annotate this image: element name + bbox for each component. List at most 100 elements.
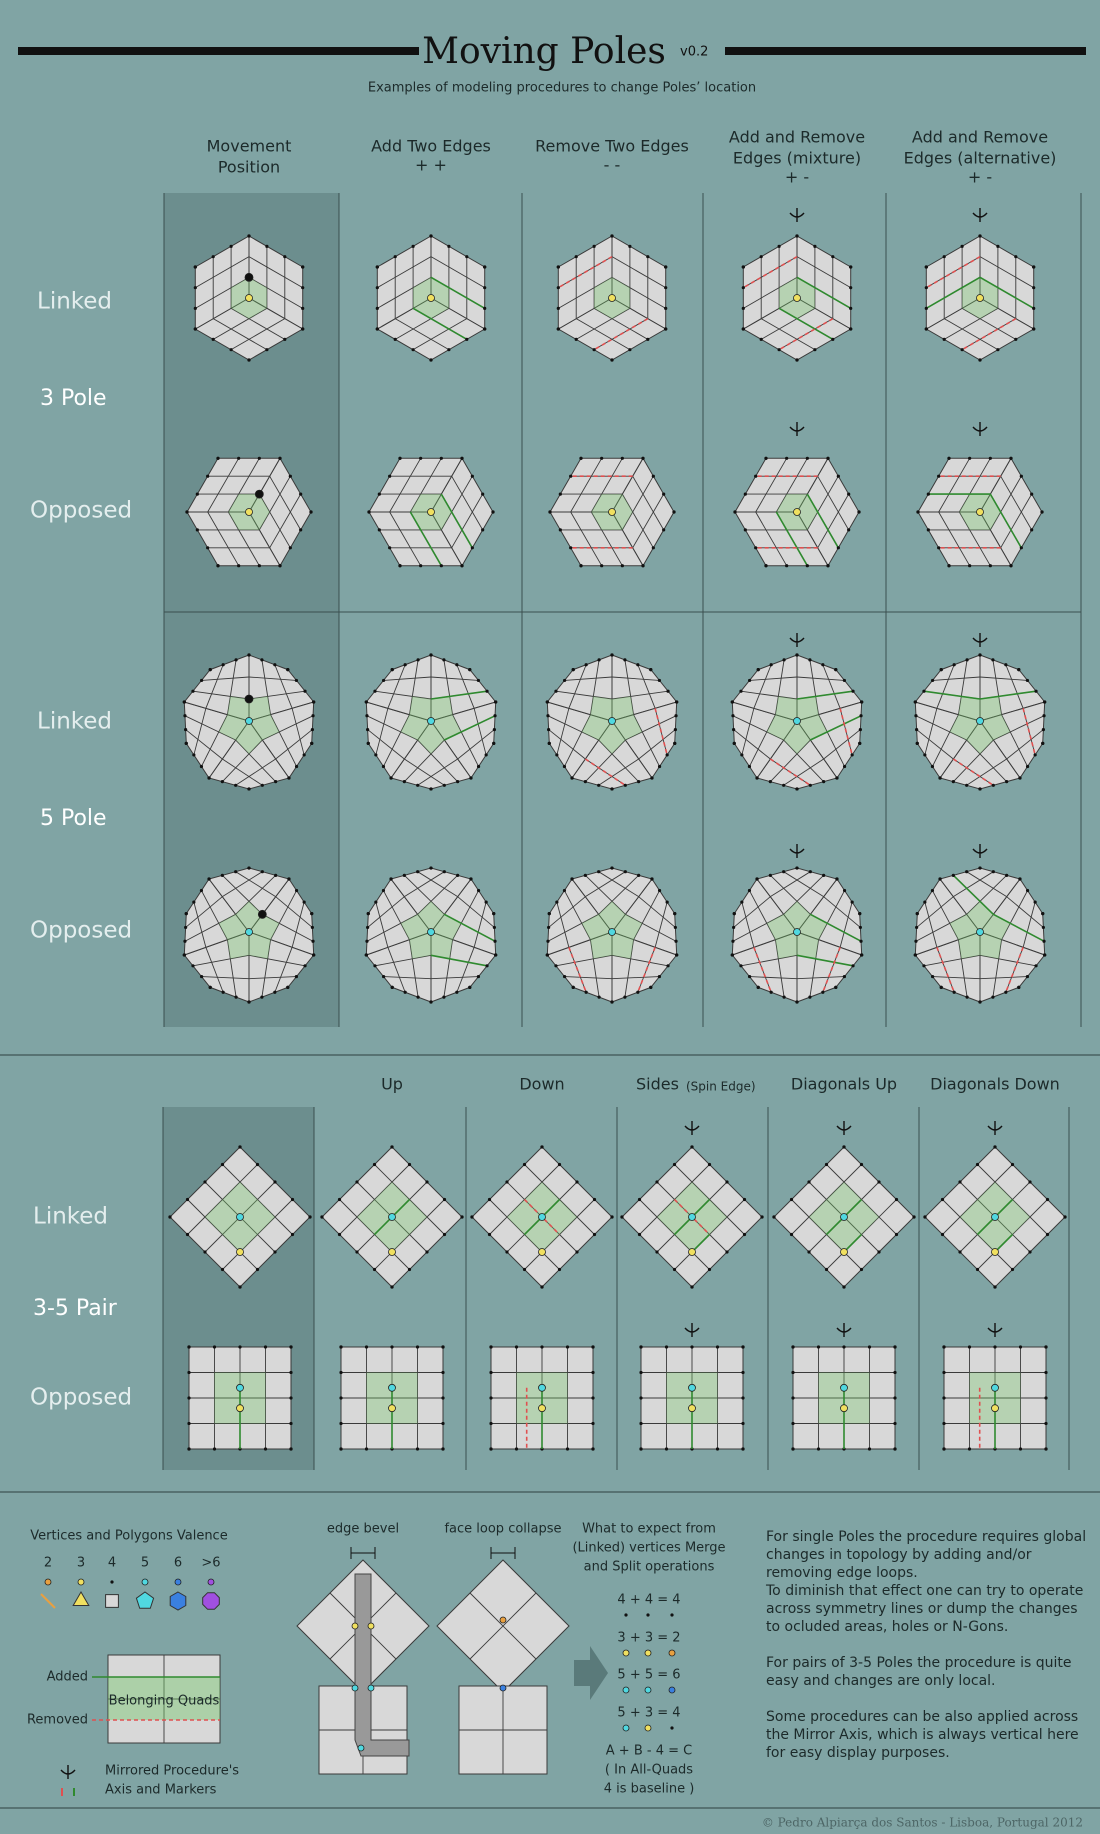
column-header: Down	[519, 1075, 564, 1094]
vertex	[1032, 327, 1036, 331]
mesh-edge	[457, 896, 495, 928]
vertex	[732, 727, 736, 732]
vertex	[366, 912, 370, 916]
vertex	[220, 873, 224, 877]
vertex	[795, 1000, 799, 1004]
mesh-edge	[961, 307, 1017, 340]
mesh-edge	[185, 729, 223, 760]
mesh-edge	[430, 676, 479, 681]
vertex	[303, 964, 307, 968]
vertex	[782, 995, 786, 999]
vertex	[732, 912, 736, 916]
vertex	[419, 456, 423, 460]
vertex	[554, 689, 558, 693]
vertex	[260, 995, 264, 999]
vertex	[1044, 1396, 1048, 1400]
vertex	[1009, 564, 1013, 568]
added-edge	[412, 307, 468, 341]
vertex	[1025, 764, 1030, 769]
vertex	[673, 727, 677, 732]
mesh-edge	[992, 939, 1003, 998]
vertex	[312, 953, 316, 957]
vertex	[741, 1370, 745, 1375]
vertex	[991, 1213, 999, 1221]
mesh-edge	[632, 475, 665, 531]
vertex	[439, 564, 443, 568]
vertex	[591, 1370, 595, 1375]
mesh-edge	[430, 256, 485, 289]
vertex	[675, 953, 679, 957]
mesh-edge	[548, 896, 586, 928]
vertex	[288, 474, 292, 478]
vertex	[337, 1197, 342, 1202]
mesh-edge	[625, 715, 677, 741]
belonging-quads	[249, 696, 271, 721]
valence-label: >6	[201, 1556, 220, 1571]
mesh-edge	[456, 947, 475, 993]
vertex	[546, 939, 550, 943]
vertex	[381, 678, 386, 683]
vertex	[754, 546, 758, 550]
mesh-edge	[953, 739, 994, 782]
vertex	[546, 714, 550, 718]
belonging-quads	[980, 714, 1011, 740]
vertex	[540, 1285, 544, 1289]
vertex	[339, 1396, 343, 1400]
vertex	[522, 1162, 527, 1167]
vertex	[193, 306, 197, 310]
mesh-edge	[741, 708, 755, 756]
belonging-quads	[980, 914, 1011, 940]
vertex	[273, 1180, 277, 1184]
vertex	[926, 492, 930, 496]
vertex	[597, 658, 601, 662]
vertex	[499, 1684, 507, 1692]
vertex	[914, 939, 918, 943]
vertex	[639, 1447, 643, 1451]
vertex	[569, 474, 573, 478]
vertex	[375, 306, 379, 310]
vertex	[299, 492, 303, 496]
vertex	[664, 306, 668, 310]
vertex	[782, 658, 786, 662]
vertex	[364, 1447, 369, 1451]
vertex	[960, 348, 964, 352]
vertex	[637, 1232, 642, 1237]
vertex	[975, 1267, 980, 1272]
removed-edge	[1022, 708, 1036, 756]
vertex	[646, 337, 650, 341]
belonging-quads	[409, 932, 431, 959]
vertex	[978, 653, 982, 657]
vertex	[1042, 714, 1046, 718]
mesh-edge	[1006, 729, 1044, 760]
vertex	[924, 306, 928, 310]
added-edge	[979, 276, 1035, 310]
mesh-edge	[227, 458, 260, 513]
vertex	[938, 877, 942, 881]
vertex	[978, 866, 982, 870]
vertex	[364, 700, 368, 704]
legend-label: (Linked) vertices Merge	[572, 1541, 725, 1556]
mesh-edge	[760, 307, 816, 340]
mirror-axis	[987, 1121, 1003, 1135]
vertex	[375, 327, 379, 331]
vertex	[1018, 1447, 1023, 1451]
vertex	[813, 348, 817, 352]
vertex	[924, 286, 928, 290]
belonging-quads	[962, 298, 998, 319]
vertex	[212, 1345, 217, 1349]
vertex	[816, 1345, 821, 1349]
vertex	[850, 753, 854, 757]
vertex	[492, 741, 496, 745]
belonging-quads	[958, 696, 980, 721]
removed-edge	[557, 255, 613, 289]
vertex	[481, 492, 485, 496]
vertex	[441, 1421, 445, 1426]
mesh-edge	[923, 954, 981, 967]
vertex	[388, 1213, 396, 1221]
vertex	[847, 528, 851, 532]
vertex	[540, 1145, 544, 1149]
mesh-edge	[732, 913, 784, 942]
belonging-quads	[594, 298, 630, 319]
vertex	[657, 974, 662, 979]
vertex	[791, 1421, 795, 1426]
